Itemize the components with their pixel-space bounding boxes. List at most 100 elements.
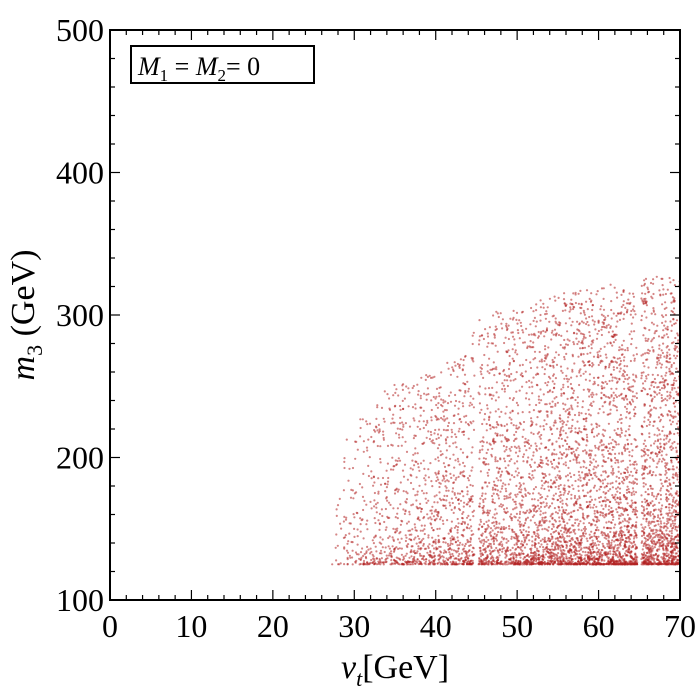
scatter-point (410, 533, 413, 536)
scatter-point (645, 520, 648, 523)
scatter-point (648, 423, 651, 426)
scatter-point (596, 516, 599, 519)
scatter-point (647, 454, 650, 457)
scatter-point (518, 447, 521, 450)
scatter-point (665, 471, 668, 474)
scatter-point (425, 558, 428, 561)
scatter-point (568, 518, 571, 521)
scatter-point (493, 549, 496, 552)
scatter-point (640, 371, 643, 374)
scatter-point (566, 343, 570, 346)
scatter-point (670, 448, 673, 451)
scatter-point (560, 334, 563, 337)
scatter-point (486, 524, 489, 527)
scatter-point (356, 511, 359, 515)
scatter-point (627, 521, 631, 524)
scatter-point (348, 554, 351, 557)
scatter-point (558, 416, 561, 420)
scatter-point (459, 389, 462, 392)
scatter-point (600, 474, 603, 477)
scatter-point (503, 495, 506, 498)
scatter-point (539, 545, 542, 548)
scatter-point (595, 547, 599, 550)
scatter-point (624, 405, 627, 408)
scatter-point (559, 546, 562, 549)
scatter-point (462, 510, 465, 514)
scatter-point (578, 414, 581, 417)
scatter-point (548, 520, 551, 523)
scatter-point (668, 478, 671, 481)
scatter-point (631, 524, 634, 528)
scatter-point (494, 344, 497, 347)
scatter-point (378, 523, 382, 526)
scatter-point (422, 492, 425, 495)
scatter-point (587, 390, 591, 393)
scatter-point (405, 498, 408, 501)
scatter-point (453, 466, 456, 469)
scatter-point (544, 317, 548, 320)
scatter-point (492, 558, 495, 561)
scatter-point (670, 324, 674, 327)
scatter-point (596, 434, 599, 437)
scatter-point (584, 476, 587, 479)
scatter-point (583, 525, 587, 529)
scatter-point (643, 513, 646, 517)
scatter-point (575, 459, 578, 462)
scatter-point (512, 397, 515, 400)
scatter-point (668, 506, 671, 509)
scatter-point (449, 472, 452, 475)
scatter-point (674, 552, 677, 555)
scatter-point (620, 534, 623, 537)
scatter-point (536, 504, 540, 507)
scatter-point (624, 449, 627, 452)
scatter-point (635, 471, 638, 474)
scatter-point (616, 320, 619, 323)
scatter-point (547, 448, 550, 451)
scatter-point (651, 397, 654, 400)
scatter-point (530, 381, 533, 384)
scatter-point (471, 342, 474, 346)
scatter-point (651, 346, 654, 349)
scatter-point (557, 485, 560, 488)
scatter-point (593, 380, 596, 383)
scatter-point (661, 450, 664, 453)
scatter-point (654, 407, 658, 410)
scatter-point (404, 539, 407, 543)
scatter-point (522, 420, 526, 424)
scatter-point (462, 495, 465, 498)
scatter-point (580, 306, 583, 310)
scatter-point (504, 466, 507, 469)
scatter-point (642, 353, 645, 356)
scatter-point (598, 445, 601, 448)
scatter-point (558, 470, 561, 473)
scatter-point (556, 466, 560, 469)
scatter-point (586, 308, 589, 311)
scatter-point (500, 505, 503, 508)
scatter-point (596, 553, 599, 556)
scatter-point (459, 417, 462, 421)
scatter-point (628, 474, 631, 477)
scatter-point (521, 385, 524, 388)
scatter-point (426, 421, 429, 424)
scatter-point (539, 505, 543, 508)
scatter-point (658, 501, 661, 504)
scatter-point (472, 397, 475, 400)
scatter-point (510, 422, 513, 425)
scatter-point (423, 392, 426, 395)
scatter-point (551, 548, 554, 551)
scatter-point (435, 479, 438, 483)
scatter-point (441, 453, 444, 456)
scatter-point (402, 383, 405, 386)
scatter-point (486, 511, 489, 514)
scatter-point (647, 348, 650, 351)
scatter-point (569, 302, 572, 305)
scatter-point (564, 343, 568, 346)
scatter-point (566, 380, 569, 383)
scatter-point (558, 323, 561, 326)
scatter-point (497, 408, 500, 411)
scatter-point (589, 414, 592, 417)
scatter-point (541, 484, 544, 487)
scatter-point (630, 343, 633, 346)
scatter-point (513, 551, 516, 554)
scatter-point (515, 446, 518, 449)
